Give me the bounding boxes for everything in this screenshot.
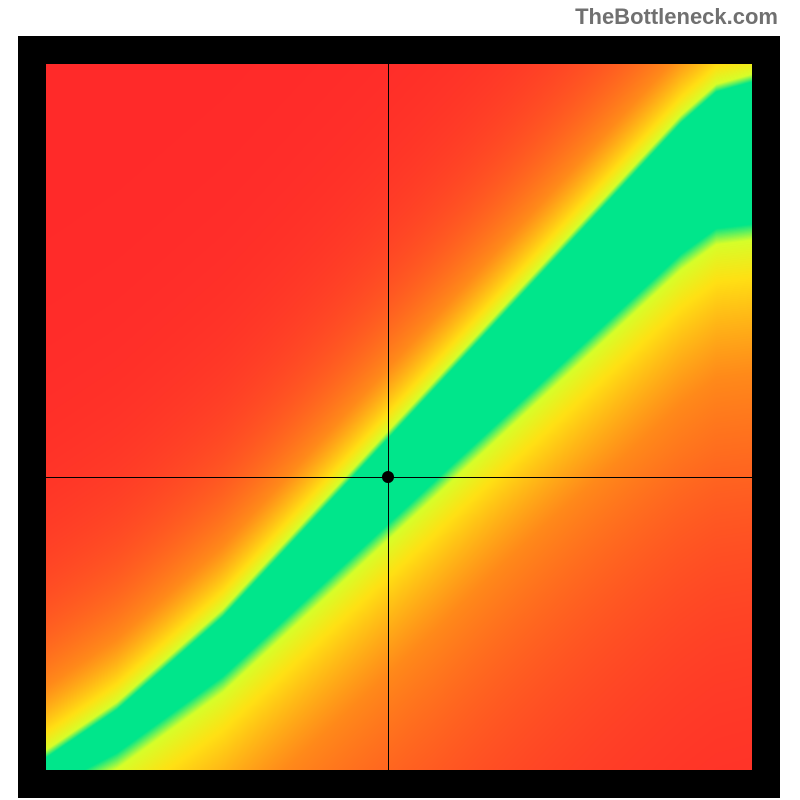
chart-frame	[18, 36, 780, 798]
page-container: TheBottleneck.com	[0, 0, 800, 800]
selected-point-marker	[382, 471, 394, 483]
bottleneck-heatmap	[46, 64, 752, 770]
crosshair-horizontal	[46, 477, 752, 478]
watermark-text: TheBottleneck.com	[575, 4, 778, 30]
crosshair-vertical	[388, 64, 389, 770]
